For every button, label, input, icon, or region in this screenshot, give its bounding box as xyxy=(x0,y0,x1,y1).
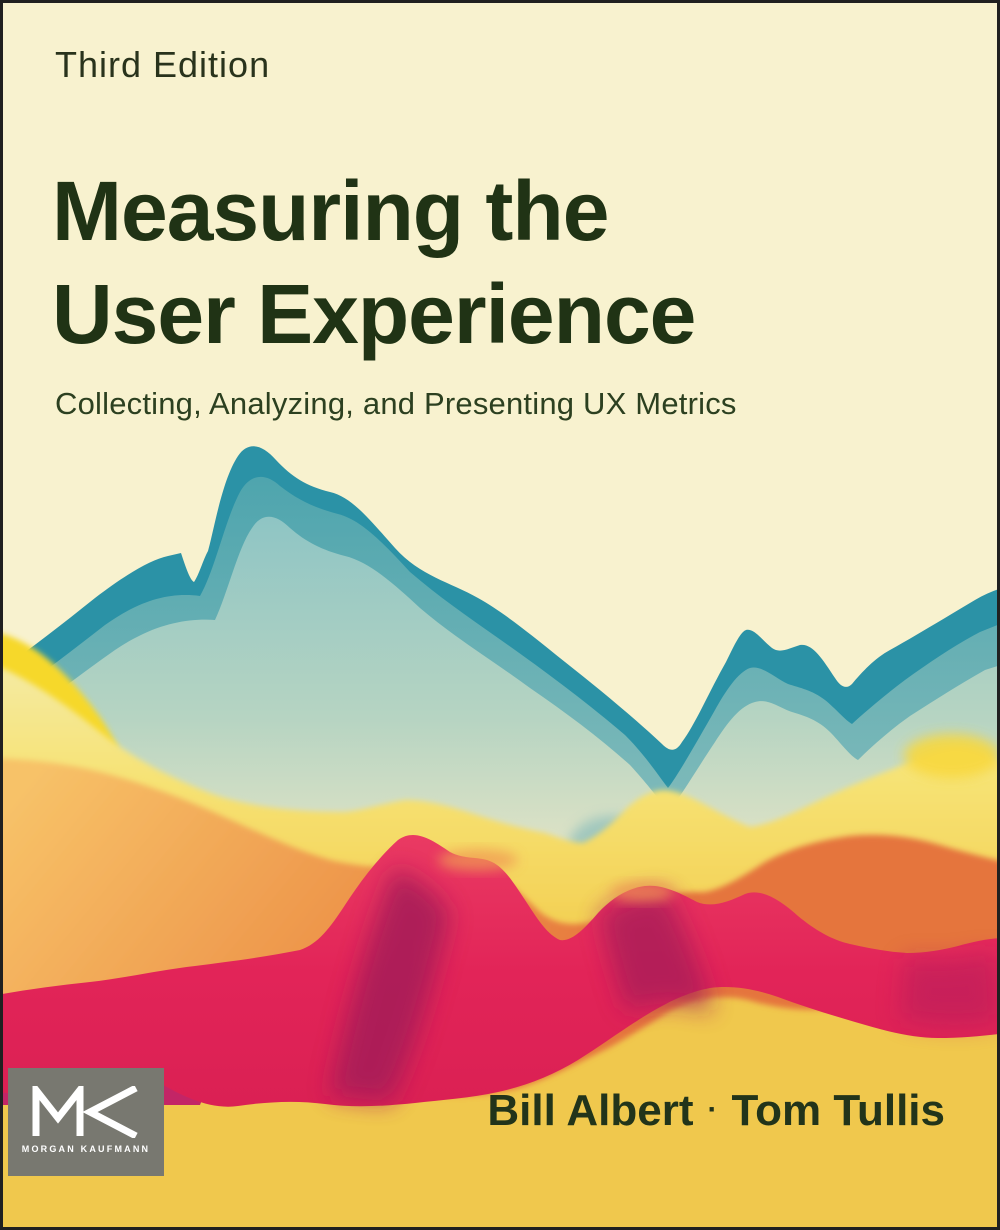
author-1: Bill Albert xyxy=(487,1086,694,1135)
book-subtitle: Collecting, Analyzing, and Presenting UX… xyxy=(55,386,737,421)
authors-line: Bill Albert · Tom Tullis xyxy=(487,1086,945,1136)
crimson-shadow-right xyxy=(900,952,1000,1026)
crimson-shadow-mid xyxy=(600,892,712,1012)
book-title: Measuring the User Experience xyxy=(52,160,696,367)
crest-orange-fringe-1 xyxy=(438,849,518,871)
wave-layer-crimson xyxy=(0,835,1000,1107)
publisher-logo-box: MORGAN KAUFMANN xyxy=(8,1068,164,1176)
title-line-1: Measuring the xyxy=(52,164,609,258)
crest-orange-fringe-2 xyxy=(610,882,674,902)
author-separator-dot: · xyxy=(707,1093,718,1126)
author-2: Tom Tullis xyxy=(731,1086,945,1135)
title-line-2: User Experience xyxy=(52,267,696,362)
mk-monogram-icon xyxy=(32,1086,138,1138)
yellow-bright-mound xyxy=(904,734,1000,778)
publisher-name: MORGAN KAUFMANN xyxy=(21,1144,151,1154)
edition-label: Third Edition xyxy=(55,44,271,85)
crimson-shadow-left xyxy=(330,868,450,1102)
